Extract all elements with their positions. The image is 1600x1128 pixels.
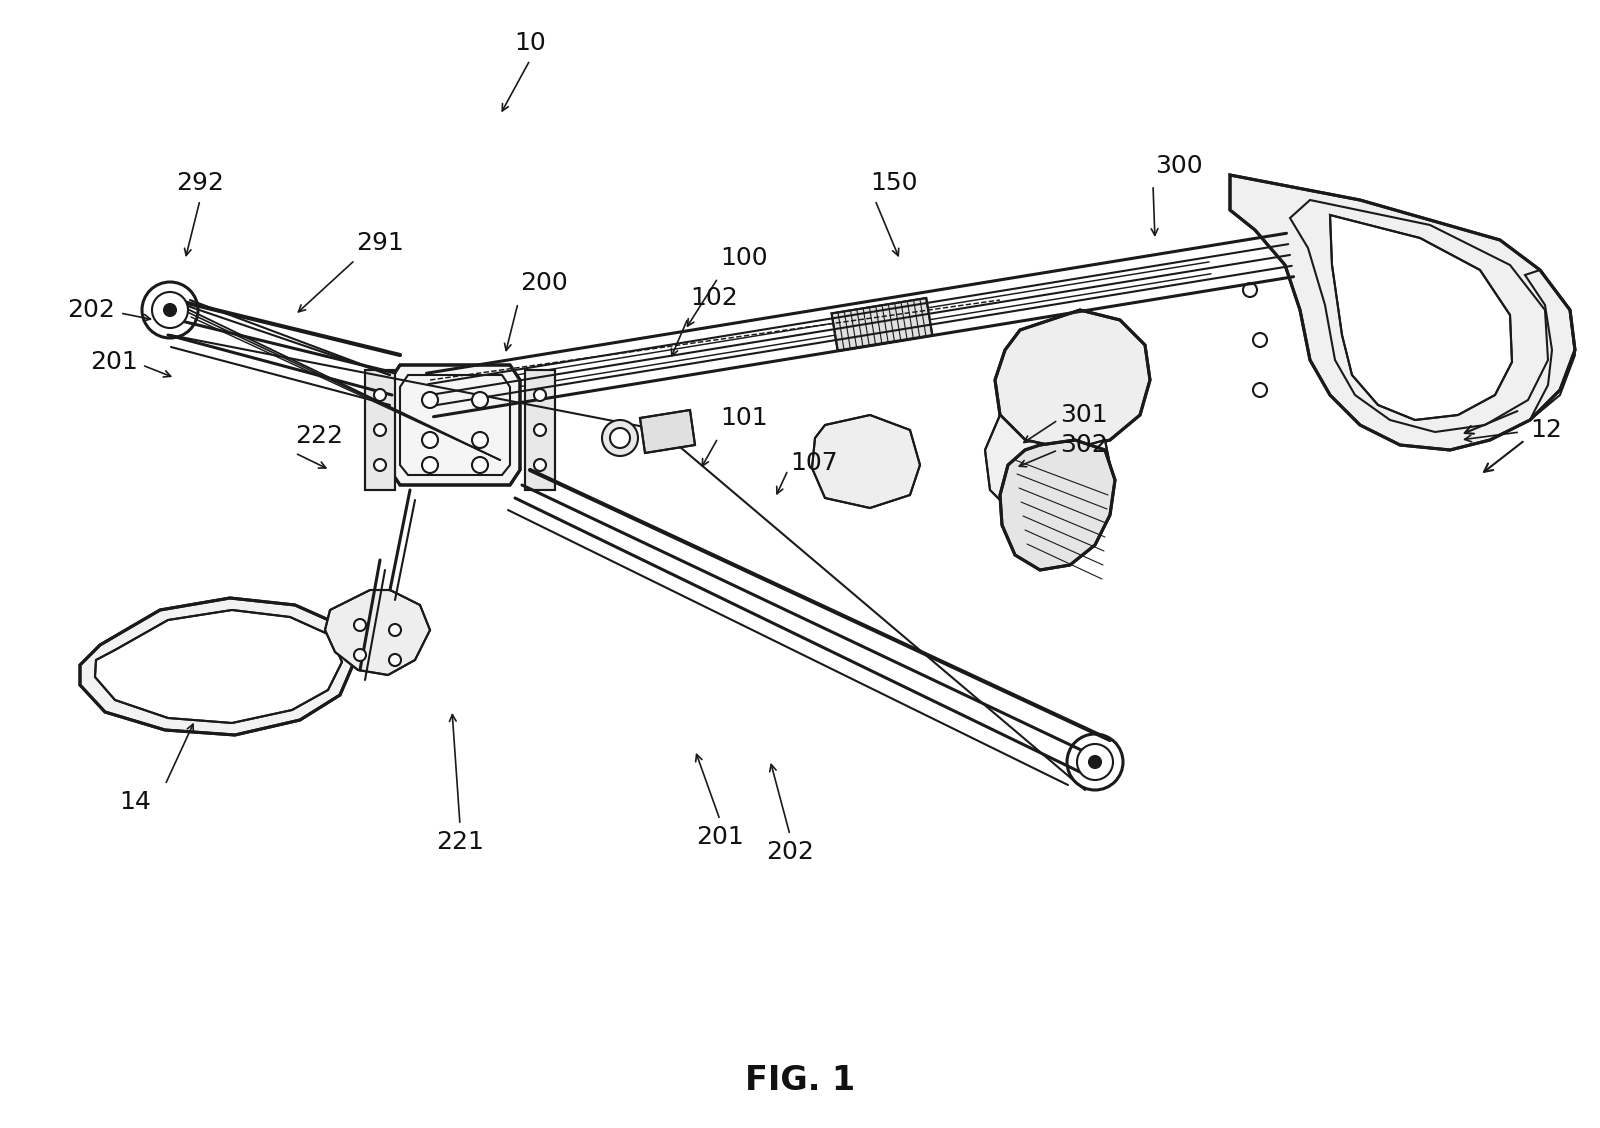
Circle shape xyxy=(354,649,366,661)
Text: 201: 201 xyxy=(90,350,138,374)
Circle shape xyxy=(389,624,402,636)
Text: 222: 222 xyxy=(294,424,342,448)
Polygon shape xyxy=(832,298,933,351)
Text: 102: 102 xyxy=(690,287,738,310)
Circle shape xyxy=(1090,756,1101,768)
Text: 200: 200 xyxy=(520,271,568,296)
Polygon shape xyxy=(525,370,555,490)
Text: 221: 221 xyxy=(437,830,483,854)
Circle shape xyxy=(1253,384,1267,397)
Circle shape xyxy=(354,619,366,631)
Text: 292: 292 xyxy=(176,171,224,195)
Text: 202: 202 xyxy=(766,840,814,864)
Polygon shape xyxy=(640,409,694,453)
Text: 12: 12 xyxy=(1530,418,1562,442)
Text: 302: 302 xyxy=(1059,433,1107,457)
Circle shape xyxy=(389,654,402,666)
Circle shape xyxy=(1243,283,1258,297)
Text: FIG. 1: FIG. 1 xyxy=(746,1064,854,1096)
Circle shape xyxy=(374,424,386,437)
Text: 107: 107 xyxy=(790,451,838,475)
Text: 100: 100 xyxy=(720,246,768,270)
Circle shape xyxy=(1253,333,1267,347)
Polygon shape xyxy=(1230,175,1574,450)
Polygon shape xyxy=(1330,215,1512,420)
Text: 150: 150 xyxy=(870,171,917,195)
Circle shape xyxy=(602,420,638,456)
Circle shape xyxy=(472,393,488,408)
Polygon shape xyxy=(325,590,430,675)
Polygon shape xyxy=(995,310,1150,450)
Polygon shape xyxy=(390,365,520,485)
Circle shape xyxy=(534,389,546,400)
Polygon shape xyxy=(813,415,920,508)
Text: 202: 202 xyxy=(67,298,115,321)
Text: 291: 291 xyxy=(355,231,403,255)
Circle shape xyxy=(422,393,438,408)
Circle shape xyxy=(534,459,546,472)
Circle shape xyxy=(534,424,546,437)
Text: 201: 201 xyxy=(696,825,744,849)
Circle shape xyxy=(472,432,488,448)
Text: 14: 14 xyxy=(118,790,150,814)
Circle shape xyxy=(152,292,189,328)
Text: 300: 300 xyxy=(1155,155,1203,178)
Text: 301: 301 xyxy=(1059,403,1107,428)
Circle shape xyxy=(165,305,176,316)
Circle shape xyxy=(374,459,386,472)
Circle shape xyxy=(472,457,488,473)
Text: 10: 10 xyxy=(514,30,546,55)
Circle shape xyxy=(1077,744,1114,779)
Polygon shape xyxy=(1000,440,1115,570)
Circle shape xyxy=(422,432,438,448)
Polygon shape xyxy=(94,610,342,723)
Polygon shape xyxy=(80,598,355,735)
Circle shape xyxy=(422,457,438,473)
Text: 101: 101 xyxy=(720,406,768,430)
Polygon shape xyxy=(365,370,395,490)
Circle shape xyxy=(610,428,630,448)
Circle shape xyxy=(374,389,386,400)
Polygon shape xyxy=(986,415,1110,520)
